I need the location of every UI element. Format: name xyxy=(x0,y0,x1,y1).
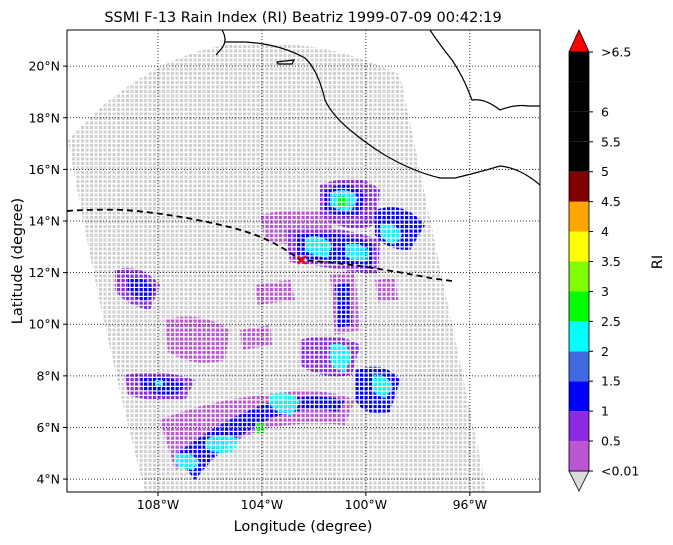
lon-tick-label: 108°W xyxy=(137,497,179,512)
lat-tick-label: 4°N xyxy=(36,472,60,487)
colorbar-tick-label: 4.5 xyxy=(601,194,621,209)
colorbar-bin xyxy=(569,411,589,442)
lat-tick-label: 6°N xyxy=(36,420,60,435)
x-axis-title: Longitude (degree) xyxy=(234,519,373,535)
colorbar-tick-label: 6 xyxy=(601,104,609,119)
rain-cell xyxy=(335,282,352,328)
lon-tick-label: 96°W xyxy=(453,497,488,512)
lat-tick-label: 18°N xyxy=(28,110,60,125)
colorbar-under-extension xyxy=(568,470,590,492)
rain-cell xyxy=(255,280,295,305)
rain-cell xyxy=(330,343,352,372)
colorbar-bin xyxy=(569,52,589,82)
rain-cell xyxy=(372,374,393,398)
colorbar-title: RI xyxy=(650,255,666,269)
lat-tick-label: 8°N xyxy=(36,368,60,383)
lat-tick-label: 14°N xyxy=(28,213,60,228)
colorbar-bin xyxy=(569,201,589,232)
colorbar-bin xyxy=(569,171,589,202)
lat-tick-label: 12°N xyxy=(28,265,60,280)
rain-cell xyxy=(338,196,347,205)
tick-labels: 108°W 104°W 100°W 96°W 4°N 6°N 8°N 10°N 12°N 14°N… xyxy=(28,59,487,512)
colorbar-bin xyxy=(569,111,589,142)
colorbar-tick-label: <0.01 xyxy=(601,464,639,479)
rain-cell xyxy=(240,325,272,350)
colorbar-bin xyxy=(569,441,589,471)
rain-cell xyxy=(255,423,265,433)
coastline xyxy=(429,30,540,111)
map-axes: 108°W 104°W 100°W 96°W 4°N 6°N 8°N 10°N 12°N 14°N… xyxy=(28,29,541,512)
rain-cell xyxy=(128,277,155,302)
colorbar-bin xyxy=(569,261,589,292)
colorbar-bin xyxy=(569,381,589,412)
colorbar-over-extension xyxy=(568,29,590,53)
lon-tick-label: 104°W xyxy=(241,497,283,512)
rain-cell xyxy=(205,435,240,453)
colorbar-tick-label: 2 xyxy=(601,344,609,359)
map-frame xyxy=(66,29,541,493)
colorbar-tick-label: 3 xyxy=(601,284,609,299)
colorbar-tick-label: 1 xyxy=(601,404,609,419)
rain-cell xyxy=(380,223,402,245)
colorbar-bin xyxy=(569,231,589,262)
colorbar-tick-label: 1.5 xyxy=(601,374,621,389)
colorbar-bin xyxy=(569,81,589,112)
lon-tick-label: 100°W xyxy=(345,497,387,512)
rain-cell xyxy=(165,316,230,363)
colorbar-tick-label: 4 xyxy=(601,224,609,239)
rain-cell xyxy=(175,453,200,470)
colorbar-frame xyxy=(568,51,590,472)
colorbar-tick-label: 5 xyxy=(601,164,609,179)
rain-cell xyxy=(155,380,163,386)
rain-cell xyxy=(345,243,370,262)
rain-cell xyxy=(305,236,332,258)
map-content xyxy=(67,30,540,492)
lat-tick-label: 10°N xyxy=(28,317,60,332)
colorbar-tick-label: 3.5 xyxy=(601,254,621,269)
colorbar-bin xyxy=(569,351,589,382)
colorbar: <0.01 0.5 1 1.5 2 2.5 3 3.5 4 4.5 5 5.5 6 >6.5 xyxy=(568,29,639,492)
colorbar-tick-label: 2.5 xyxy=(601,314,621,329)
rain-cells xyxy=(115,178,425,480)
gridlines xyxy=(67,30,540,492)
y-axis-title: Latitude (degree) xyxy=(10,198,26,324)
colorbar-bin xyxy=(569,321,589,352)
colorbar-tick-label: 0.5 xyxy=(601,434,621,449)
figure-title: SSMI F-13 Rain Index (RI) Beatriz 1999-0… xyxy=(104,10,501,26)
colorbar-bin xyxy=(569,141,589,172)
storm-center-marker xyxy=(297,255,307,265)
storm-track xyxy=(67,208,453,282)
lat-tick-label: 16°N xyxy=(28,162,60,177)
colorbar-tick-label: >6.5 xyxy=(601,45,631,60)
lat-tick-label: 20°N xyxy=(28,59,60,74)
rain-cell xyxy=(270,392,300,415)
island xyxy=(276,59,296,65)
coastline xyxy=(215,30,540,186)
colorbar-tick-label: 5.5 xyxy=(601,134,621,149)
colorbar-bin xyxy=(569,291,589,322)
rain-cell xyxy=(375,278,398,302)
